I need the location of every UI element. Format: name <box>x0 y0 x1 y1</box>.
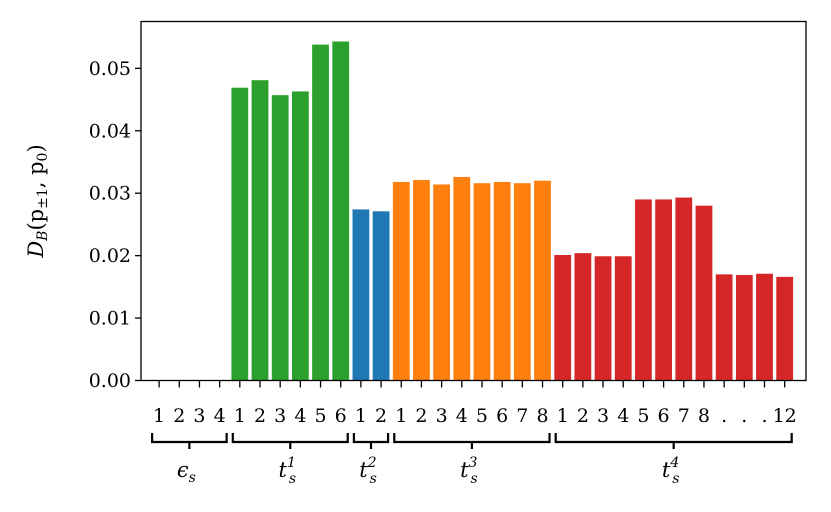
bar <box>493 181 511 381</box>
x-tick-label: . <box>741 405 747 427</box>
x-tick-label: 12 <box>773 405 797 427</box>
x-tick-label: 4 <box>214 405 226 427</box>
bar <box>372 211 390 381</box>
x-tick-label: 8 <box>536 405 548 427</box>
bar <box>433 184 451 381</box>
group-labels: ϵs t1 s t2 s t3 s t4 s <box>151 433 793 487</box>
bars-layer <box>231 41 794 381</box>
bar <box>715 274 733 381</box>
bar <box>271 95 289 381</box>
y-tick-label: 0.00 <box>89 370 131 392</box>
y-tick-label: 0.01 <box>89 308 131 330</box>
bar <box>312 44 329 381</box>
y-tick-label: 0.04 <box>89 120 131 142</box>
x-tick-label: 7 <box>516 405 528 427</box>
bar <box>756 273 773 381</box>
group-bracket <box>352 433 390 444</box>
x-tick-label: 4 <box>294 405 306 427</box>
x-tick-label: 6 <box>658 405 670 427</box>
bar <box>291 91 309 381</box>
bar <box>231 87 249 381</box>
bar <box>473 183 491 381</box>
group-label: t1 s <box>278 455 296 487</box>
x-tick-label: 1 <box>557 405 569 427</box>
x-tick-label: 1 <box>395 405 407 427</box>
x-axis: 1 2 3 4 1 2 3 4 5 6 1 2 1 2 3 4 5 6 7 8 1 2 3 4 5 6 7 8... 12 <box>153 380 797 427</box>
bar <box>554 255 572 381</box>
x-tick-label: 2 <box>415 405 427 427</box>
x-tick-label: 7 <box>678 405 690 427</box>
bar <box>635 199 652 381</box>
y-axis-title: DB(p±1, p0) <box>24 144 51 258</box>
y-tick-label: 0.02 <box>89 245 131 267</box>
bar <box>776 276 794 381</box>
x-tick-label: 2 <box>375 405 387 427</box>
group-label: t2 s <box>359 455 377 487</box>
x-tick-label: 8 <box>698 405 710 427</box>
x-tick-label: . <box>721 405 727 427</box>
bar <box>251 80 269 381</box>
group-label: ϵs <box>177 458 196 486</box>
bar <box>453 176 471 381</box>
bar <box>735 274 753 381</box>
x-tick-label: 3 <box>436 405 448 427</box>
x-tick-label: 4 <box>456 405 468 427</box>
bar <box>614 256 632 381</box>
group-bracket <box>554 433 793 444</box>
x-tick-label: 1 <box>153 405 165 427</box>
group-label: t4 s <box>662 455 680 487</box>
bar <box>513 183 531 381</box>
x-tick-label: 4 <box>617 405 629 427</box>
plot-frame <box>140 20 807 382</box>
bar <box>574 253 592 381</box>
bar <box>352 209 370 381</box>
x-tick-label: 3 <box>597 405 609 427</box>
x-tick-label: 2 <box>254 405 266 427</box>
bar <box>594 256 612 381</box>
bar <box>534 180 551 381</box>
x-tick-label: 3 <box>274 405 286 427</box>
bar <box>392 181 410 381</box>
bar <box>675 197 693 381</box>
y-axis: 0.00 0.01 0.02 0.03 0.04 0.05 <box>89 58 141 392</box>
bar <box>332 41 350 381</box>
x-tick-label: 5 <box>476 405 488 427</box>
x-tick-label: 6 <box>496 405 508 427</box>
group-bracket <box>231 433 349 444</box>
x-tick-label: 2 <box>173 405 185 427</box>
y-tick-label: 0.03 <box>89 183 131 205</box>
group-bracket <box>151 433 228 444</box>
x-tick-label: 6 <box>335 405 347 427</box>
x-tick-label: . <box>761 405 767 427</box>
x-tick-label: 5 <box>637 405 649 427</box>
bar <box>413 180 430 381</box>
bar <box>695 205 713 381</box>
x-tick-label: 1 <box>355 405 367 427</box>
group-label: t3 s <box>460 455 478 487</box>
x-tick-label: 1 <box>234 405 246 427</box>
x-tick-label: 2 <box>577 405 589 427</box>
group-bracket <box>393 433 551 444</box>
bar <box>655 199 672 381</box>
x-tick-label: 3 <box>193 405 205 427</box>
y-tick-label: 0.05 <box>89 58 131 80</box>
x-tick-label: 5 <box>314 405 326 427</box>
